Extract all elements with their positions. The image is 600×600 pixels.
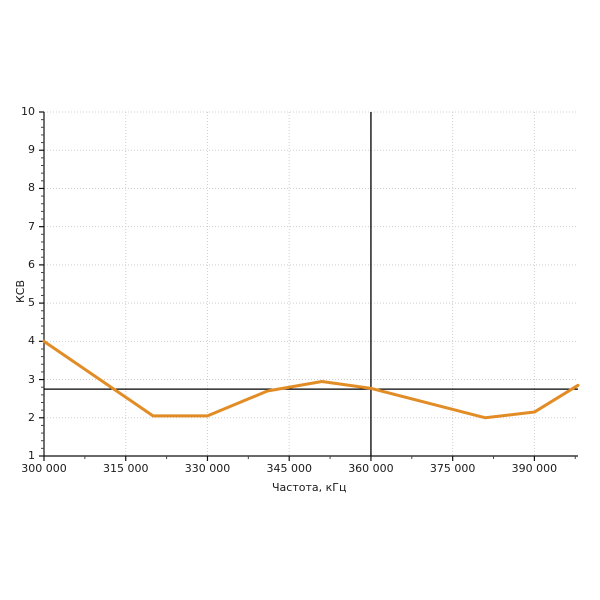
x-tick-label: 330 000	[184, 462, 231, 475]
x-tick-label: 345 000	[266, 462, 312, 475]
x-axis-ticks	[43, 456, 576, 461]
y-tick-label: 4	[28, 334, 35, 348]
y-tick-label: 5	[28, 296, 35, 310]
x-tick-label: 360 000	[348, 462, 394, 475]
series-line-swr	[42, 339, 580, 420]
y-axis-ticks	[39, 111, 44, 457]
y-tick-label: 2	[28, 410, 35, 424]
x-axis-title: Частота, кГц	[272, 481, 347, 494]
plot-background	[44, 112, 578, 456]
y-tick-label: 9	[28, 143, 35, 157]
x-tick-label: 375 000	[429, 462, 476, 475]
y-tick-label: 1	[28, 449, 35, 462]
x-tick-label: 390 000	[511, 462, 558, 475]
y-tick-label: 6	[28, 257, 35, 271]
x-tick-label: 300 000	[21, 462, 67, 475]
reference-lines	[44, 112, 578, 456]
y-tick-label: 10	[21, 105, 35, 118]
data-series	[42, 339, 580, 420]
y-tick-label: 8	[28, 181, 35, 195]
x-tick-label: 315 000	[102, 462, 149, 475]
y-axis-title: КСВ	[14, 279, 27, 303]
y-tick-label: 7	[28, 219, 35, 233]
y-tick-label: 3	[28, 372, 35, 386]
